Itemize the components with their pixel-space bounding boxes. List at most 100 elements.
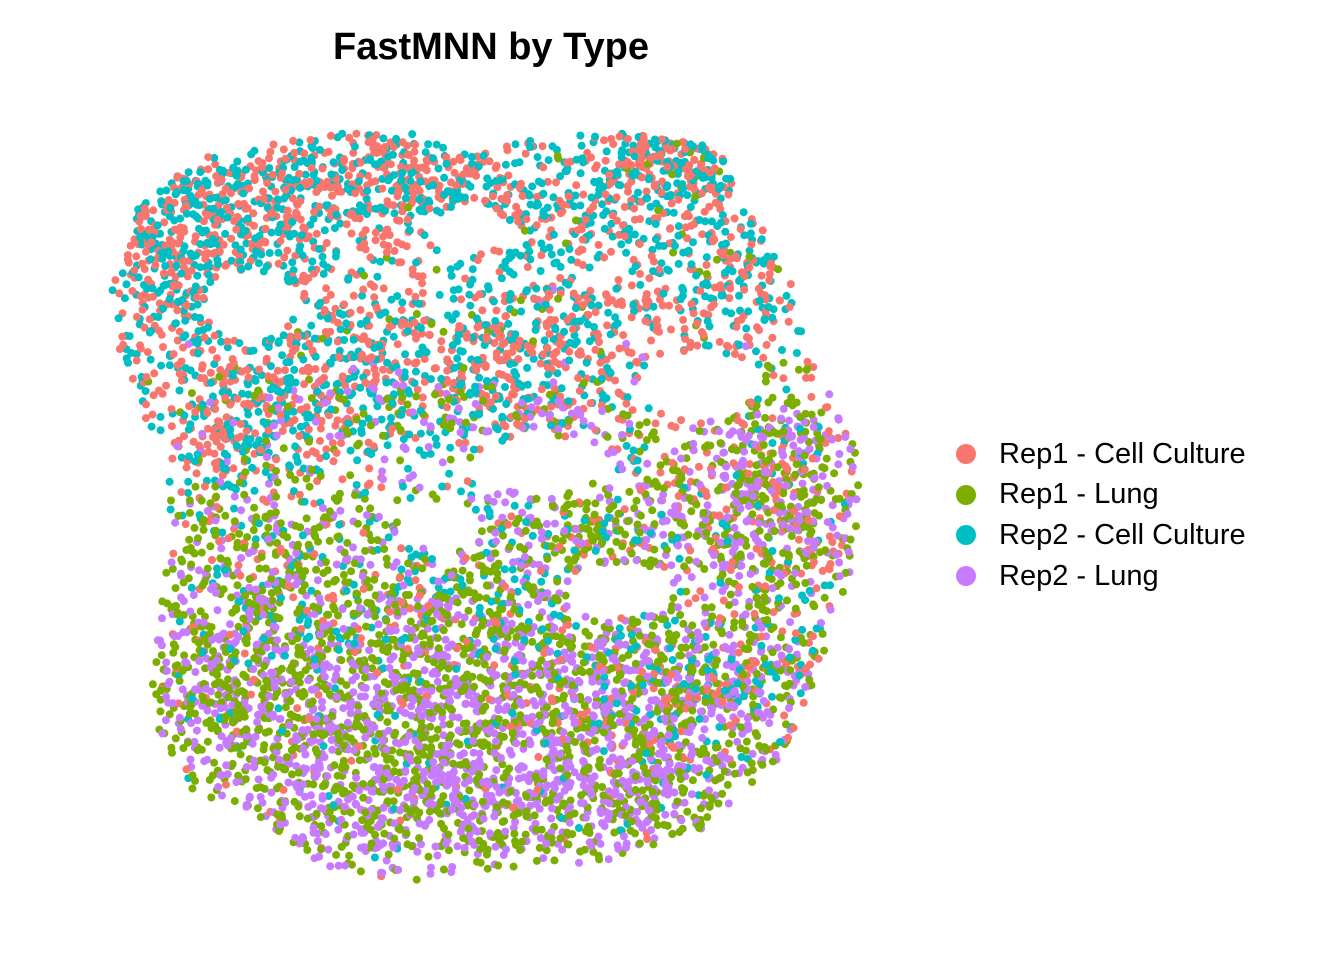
scatter-point — [491, 164, 500, 172]
scatter-point — [790, 507, 799, 516]
scatter-point — [338, 372, 347, 381]
scatter-point — [179, 333, 188, 342]
scatter-point — [681, 334, 690, 343]
scatter-point — [198, 361, 207, 370]
scatter-point — [372, 303, 381, 312]
scatter-point — [456, 323, 465, 332]
scatter-point — [185, 535, 194, 544]
scatter-point — [288, 218, 297, 227]
scatter-point — [723, 513, 732, 522]
scatter-point — [776, 501, 785, 510]
scatter-point — [259, 495, 268, 504]
scatter-point — [266, 209, 275, 218]
scatter-point — [666, 224, 675, 233]
scatter-point — [737, 315, 746, 324]
scatter-point — [264, 535, 273, 544]
scatter-point — [439, 327, 448, 336]
scatter-point — [563, 158, 572, 167]
scatter-point — [149, 206, 158, 215]
scatter-point — [257, 250, 266, 259]
scatter-point — [795, 516, 804, 525]
scatter-point — [718, 240, 726, 249]
scatter-point — [595, 558, 604, 566]
scatter-point — [294, 332, 303, 341]
scatter-point — [315, 245, 324, 253]
scatter-point — [755, 296, 764, 305]
scatter-point — [242, 427, 251, 436]
scatter-point — [350, 353, 358, 362]
scatter-point — [341, 556, 350, 565]
scatter-point — [192, 469, 201, 478]
scatter-point — [206, 278, 215, 287]
scatter-point — [342, 319, 351, 328]
scatter-point — [205, 194, 214, 203]
scatter-point — [209, 204, 218, 213]
scatter-point — [751, 420, 759, 429]
scatter-point — [265, 249, 274, 257]
scatter-point — [171, 319, 180, 328]
scatter-point — [718, 587, 727, 595]
scatter-point — [674, 492, 683, 500]
scatter-point — [358, 350, 366, 359]
scatter-point — [543, 319, 552, 328]
scatter-point — [627, 281, 636, 290]
scatter-point — [198, 429, 207, 438]
scatter-point — [662, 516, 671, 525]
scatter-point — [755, 526, 764, 535]
scatter-point — [794, 365, 803, 374]
scatter-point — [778, 346, 786, 354]
scatter-point — [465, 389, 474, 398]
scatter-point — [230, 492, 239, 501]
scatter-point — [251, 541, 260, 550]
scatter-point — [514, 514, 523, 523]
scatter-point — [549, 378, 558, 387]
scatter-point — [420, 451, 429, 460]
scatter-point — [132, 312, 141, 321]
scatter-point — [256, 445, 265, 454]
scatter-point — [698, 328, 706, 336]
scatter-point — [167, 405, 176, 414]
scatter-point — [636, 269, 644, 278]
scatter-point — [825, 532, 834, 541]
scatter-point — [370, 148, 379, 157]
scatter-point — [537, 179, 546, 188]
scatter-point — [498, 340, 507, 349]
scatter-point — [698, 230, 707, 239]
scatter-point — [424, 443, 433, 451]
scatter-point — [280, 253, 289, 262]
scatter-point — [684, 530, 693, 539]
scatter-point — [499, 531, 507, 540]
scatter-point — [523, 286, 532, 295]
scatter-point — [666, 192, 675, 201]
scatter-point — [630, 230, 639, 239]
scatter-point — [241, 226, 250, 235]
scatter-point — [316, 436, 324, 445]
scatter-point — [702, 261, 711, 269]
scatter-point — [664, 266, 673, 275]
scatter-point — [230, 517, 239, 526]
scatter-point — [752, 347, 760, 356]
scatter-point — [783, 596, 791, 605]
scatter-point — [342, 586, 351, 595]
scatter-point — [415, 195, 424, 204]
scatter-point — [223, 337, 232, 346]
scatter-point — [330, 224, 339, 233]
scatter-point — [379, 475, 387, 484]
scatter-point — [359, 584, 368, 593]
scatter-point — [797, 327, 806, 336]
scatter-point — [704, 341, 713, 350]
scatter-point — [432, 140, 441, 149]
scatter-point — [402, 242, 411, 251]
scatter-point — [573, 226, 582, 235]
scatter-point — [175, 386, 184, 395]
scatter-point — [285, 358, 294, 367]
scatter-point — [764, 398, 773, 407]
scatter-point — [566, 338, 574, 347]
scatter-point — [685, 494, 694, 503]
scatter-point — [167, 422, 176, 431]
scatter-point — [250, 175, 259, 183]
scatter-point — [403, 141, 412, 150]
scatter-point — [504, 319, 513, 328]
scatter-point — [543, 344, 552, 352]
scatter-point — [261, 513, 270, 522]
